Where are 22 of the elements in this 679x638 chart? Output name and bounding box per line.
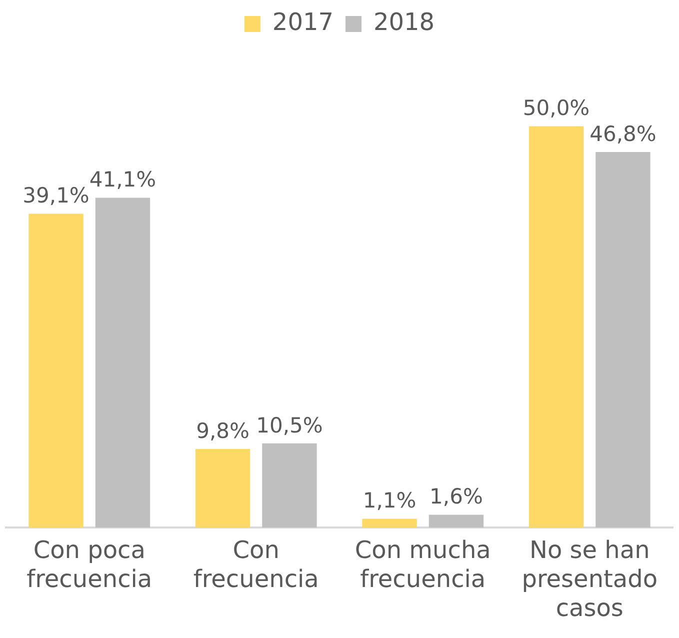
bar <box>262 443 317 528</box>
x-tick-label: Con poca frecuencia <box>26 536 152 594</box>
bar <box>362 518 417 528</box>
data-label: 10,5% <box>256 413 323 438</box>
data-label: 9,8% <box>196 418 250 443</box>
bar <box>195 448 250 528</box>
bar <box>596 152 650 528</box>
data-label: 50,0% <box>522 96 590 120</box>
x-tick-label: Con frecuencia <box>193 536 319 594</box>
x-tick-label: Con mucha frecuencia <box>354 536 491 594</box>
data-label: 41,1% <box>89 168 156 192</box>
data-label: 46,8% <box>590 122 656 146</box>
data-label: 39,1% <box>22 184 90 208</box>
x-tick-label: No se han presentado casos <box>522 536 658 622</box>
bar <box>428 514 484 528</box>
legend-label: 2017 <box>272 8 334 36</box>
legend-label: 2018 <box>374 8 435 36</box>
bar <box>95 198 150 528</box>
bar <box>28 214 84 528</box>
data-label: 1,1% <box>362 488 416 513</box>
data-label: 1,6% <box>430 484 483 509</box>
bar <box>528 126 584 528</box>
